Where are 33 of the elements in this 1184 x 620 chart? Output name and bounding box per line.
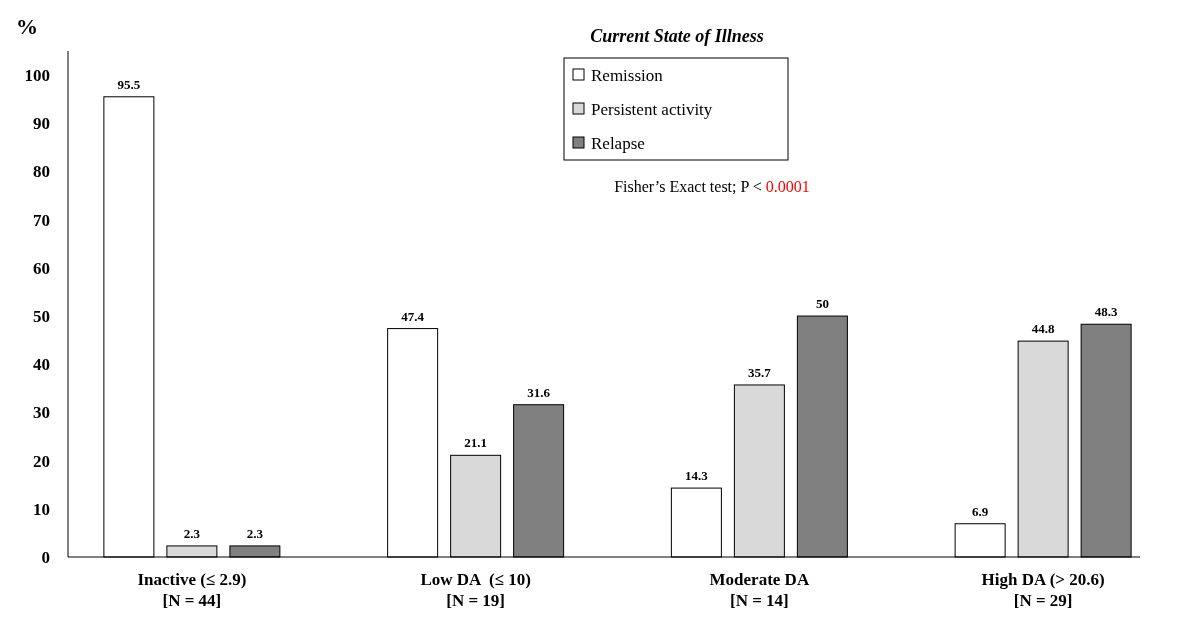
x-tick-label: Inactive (≤ 2.9) [N = 44] (137, 570, 247, 610)
y-tick-label: 20 (33, 451, 50, 471)
y-tick-label: 30 (33, 403, 50, 423)
y-tick-label: 60 (33, 258, 50, 278)
data-label: 6.9 (972, 503, 989, 519)
legend-label: Relapse (591, 133, 645, 153)
data-label: 95.5 (117, 76, 141, 92)
data-label: 31.6 (527, 384, 551, 400)
legend-label: Remission (591, 65, 664, 85)
y-axis-title: % (16, 14, 38, 39)
y-tick-label: 70 (33, 210, 50, 230)
y-tick-label: 10 (33, 499, 50, 519)
data-label: 44.8 (1031, 321, 1055, 337)
legend-label: Persistent activity (591, 99, 713, 119)
y-tick-label: 50 (33, 307, 50, 326)
data-label: 14.3 (685, 468, 709, 484)
data-label: 21.1 (464, 435, 487, 451)
data-label: 35.7 (748, 364, 772, 380)
x-tick-label: Low DA (≤ 10) [N = 19] (420, 570, 531, 610)
y-tick-label: 100 (24, 66, 50, 86)
y-tick-label: 0 (41, 547, 50, 567)
data-label: 48.3 (1094, 304, 1118, 320)
y-tick-label: 90 (33, 114, 50, 134)
y-tick-label: 80 (33, 162, 50, 182)
x-tick-label: High DA (> 20.6) [N = 29] (981, 570, 1105, 610)
legend-title: Current State of Illness (590, 26, 764, 46)
data-label: 47.4 (401, 308, 425, 324)
annotation: Fisher’s Exact test; P < 0.0001 (614, 178, 810, 195)
x-tick-label: Moderate DA [N = 14] (709, 570, 810, 610)
y-tick-label: 40 (33, 355, 50, 375)
data-label: 2.3 (183, 525, 201, 541)
data-label: 2.3 (246, 525, 264, 541)
data-label: 50 (815, 296, 829, 312)
